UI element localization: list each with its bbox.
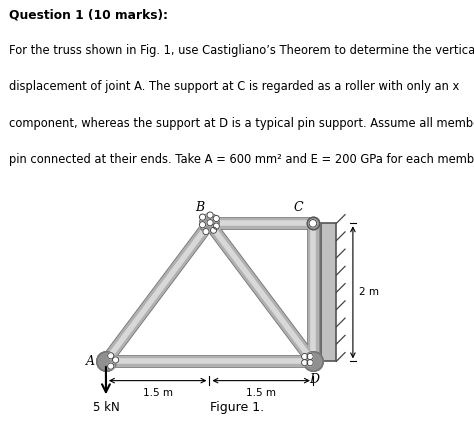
Circle shape bbox=[307, 353, 313, 360]
Circle shape bbox=[207, 212, 213, 218]
Text: B: B bbox=[195, 201, 204, 214]
Text: D: D bbox=[309, 373, 319, 386]
Text: component, whereas the support at D is a typical pin support. Assume all members: component, whereas the support at D is a… bbox=[9, 117, 474, 130]
Text: pin connected at their ends. Take A = 600 mm² and E = 200 GPa for each member.: pin connected at their ends. Take A = 60… bbox=[9, 153, 474, 166]
Bar bbox=[321, 224, 337, 361]
Circle shape bbox=[108, 363, 114, 369]
Text: For the truss shown in Fig. 1, use Castigliano’s Theorem to determine the vertic: For the truss shown in Fig. 1, use Casti… bbox=[9, 44, 474, 57]
Circle shape bbox=[213, 223, 219, 229]
Text: displacement of joint A. The support at C is regarded as a roller with only an x: displacement of joint A. The support at … bbox=[9, 80, 460, 94]
Circle shape bbox=[210, 227, 217, 233]
Circle shape bbox=[203, 229, 209, 235]
Circle shape bbox=[213, 215, 219, 221]
Text: 5 kN: 5 kN bbox=[92, 401, 119, 414]
Text: C: C bbox=[293, 201, 303, 214]
Text: 1.5 m: 1.5 m bbox=[246, 388, 276, 397]
Text: Figure 1.: Figure 1. bbox=[210, 401, 264, 414]
Circle shape bbox=[301, 353, 308, 360]
Text: 2 m: 2 m bbox=[359, 287, 379, 298]
Text: Question 1 (10 marks):: Question 1 (10 marks): bbox=[9, 8, 168, 22]
Circle shape bbox=[301, 360, 308, 366]
Circle shape bbox=[200, 221, 206, 228]
Circle shape bbox=[200, 214, 206, 220]
Text: A: A bbox=[86, 355, 95, 368]
Circle shape bbox=[108, 353, 114, 359]
Text: 1.5 m: 1.5 m bbox=[143, 388, 173, 397]
Circle shape bbox=[207, 220, 213, 226]
Circle shape bbox=[307, 360, 313, 366]
Circle shape bbox=[112, 357, 118, 363]
Circle shape bbox=[309, 220, 317, 227]
